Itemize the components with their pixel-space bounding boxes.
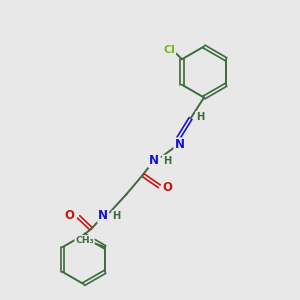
Text: O: O (64, 209, 75, 222)
Text: H: H (163, 155, 171, 166)
Text: N: N (98, 209, 108, 223)
Text: CH₃: CH₃ (75, 236, 94, 245)
Text: O: O (163, 181, 173, 194)
Text: N: N (174, 138, 184, 152)
Text: N: N (149, 154, 159, 167)
Text: H: H (112, 211, 121, 221)
Text: Cl: Cl (164, 45, 175, 55)
Text: H: H (196, 112, 204, 122)
